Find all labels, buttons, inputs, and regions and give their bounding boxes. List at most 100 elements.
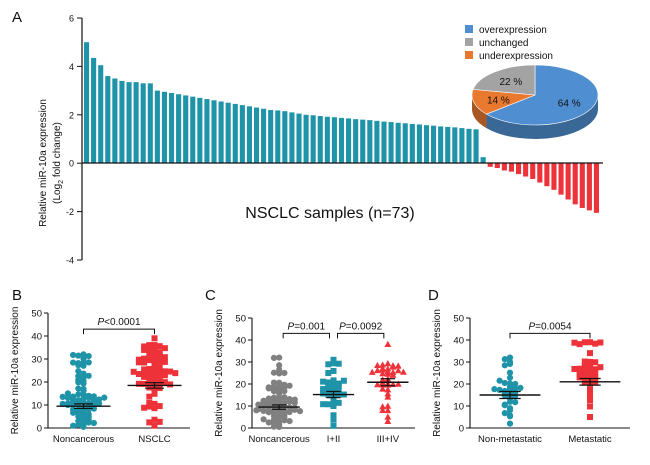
data-point [506,354,514,361]
data-point [512,392,519,399]
data-point [260,397,267,404]
data-point [146,356,153,363]
data-point [384,390,392,397]
data-point [384,393,392,400]
data-point [146,374,153,381]
data-point [506,420,514,427]
data-point [330,416,337,423]
panel-a-bar [530,163,536,179]
panel-a-bar [353,119,359,164]
data-point [325,370,332,377]
data-point [281,403,288,410]
pie-slice [472,64,536,96]
panel-a-bar [296,113,302,164]
p-value-label: P<0.0001 [97,317,141,328]
panel-label-a: A [12,9,22,26]
panel-a-ytick-label: -2 [66,207,74,217]
data-point [70,409,77,416]
significance-bracket [282,332,330,339]
data-point [506,383,514,391]
ytick-label: 50 [31,309,42,320]
data-point [156,418,163,425]
data-point [75,413,82,420]
ytick-label: 10 [31,401,42,412]
data-point [75,397,82,404]
data-point [379,406,387,414]
panel-a-bar [593,163,600,213]
panel-a-bar [239,105,245,164]
panel-a-bar [516,163,522,175]
data-point [506,374,514,381]
panel-a-bar [289,112,295,164]
data-point [281,414,288,421]
data-point [506,369,514,376]
panel-a-bar [268,109,274,164]
significance-bracket [337,332,385,339]
data-point [330,402,337,409]
data-point [581,362,588,369]
data-point [587,394,593,401]
data-point [592,340,599,347]
data-point [400,368,407,375]
panel-a-bar [303,114,309,164]
data-point [70,351,77,359]
panel-label-c: C [205,287,216,304]
data-point [85,416,92,424]
data-point [151,370,158,377]
data-point [291,404,298,412]
data-point [146,343,153,350]
ytick-label: 40 [453,336,464,347]
panel-a-ytick-label: -4 [66,256,74,266]
data-point [592,373,599,380]
panel-a-bar [360,119,366,164]
panel-a-bar [317,116,323,164]
ytick-label: 30 [453,358,464,369]
data-point [70,397,77,404]
data-point [135,380,142,387]
legend-swatch-overexpression [465,25,473,33]
y-axis-label: Relative miR-10a expression [10,307,21,435]
data-point [80,370,87,377]
data-point [374,361,381,369]
panel-a-bar [395,122,401,164]
data-point [286,418,293,425]
panel-a-bar [183,95,189,164]
data-point [587,350,593,357]
ytick-label: 40 [235,336,246,347]
panel-a-bar [126,82,132,164]
data-point [320,401,327,408]
data-point [330,356,337,363]
data-point [270,394,278,401]
panel-a-bar [282,111,288,164]
panel-a-bar [232,103,238,164]
data-point [90,393,97,400]
panel-label-d: D [428,287,439,304]
pie-chart: 64 % 14 % 22 % [471,64,599,140]
panel-a-bar [544,163,550,187]
data-point [286,382,293,389]
data-point [151,362,158,369]
legend-label-unchanged: unchanged [479,38,529,49]
panel-a-bar [324,116,330,164]
data-point [270,354,278,361]
panel-a-bar [140,83,146,164]
pie-legend: overexpression unchanged underexpression [465,25,553,62]
data-point [151,335,158,342]
data-point [141,346,148,353]
data-point [384,402,392,409]
panel-a-bar [416,124,422,164]
data-point [394,367,402,374]
data-point [141,380,148,387]
data-point [320,386,327,393]
data-point [265,395,272,402]
data-point [296,408,304,415]
ytick-label: 50 [235,314,246,325]
p-value-label: P=0.001 [288,321,326,332]
data-point [379,370,387,377]
data-point [330,398,337,405]
data-point [151,344,158,351]
x-category-label: Metastatic [568,434,612,445]
data-point [151,388,158,395]
pie-side-wall [486,95,598,140]
data-point [576,365,583,372]
